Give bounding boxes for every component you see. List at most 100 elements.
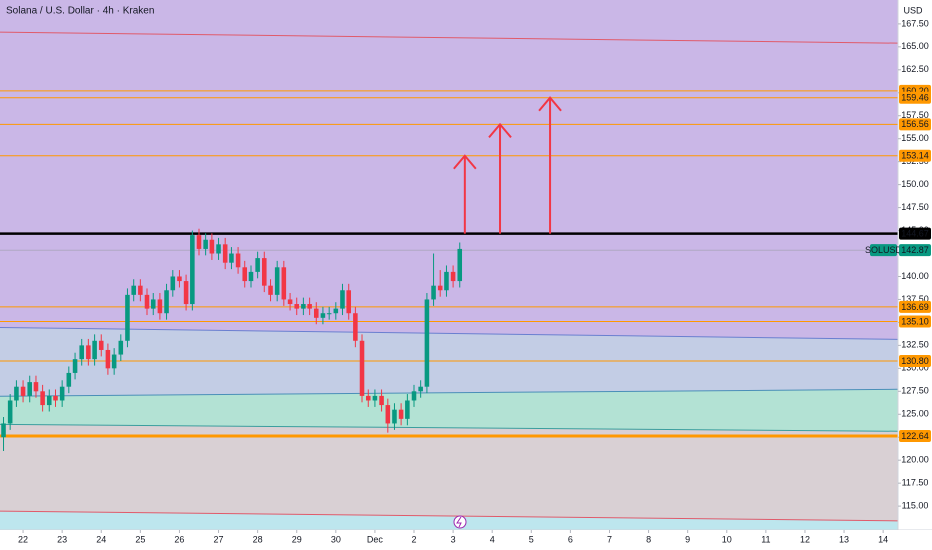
candle-body <box>255 258 260 272</box>
y-tick-label: 120.00 <box>901 455 929 465</box>
price-tag <box>899 315 931 328</box>
candle-body <box>40 391 45 406</box>
candle-body <box>457 248 463 282</box>
x-tick-label: 10 <box>722 534 732 544</box>
candle-body <box>53 395 58 401</box>
x-tick-label: 14 <box>878 534 888 544</box>
price-tag-label: 144.67 <box>901 228 929 238</box>
x-tick-label: 2 <box>412 534 417 544</box>
candle-body <box>59 386 65 401</box>
plot <box>0 0 899 530</box>
candle-body <box>320 313 326 318</box>
candle-body <box>118 340 124 355</box>
candle-body <box>268 285 273 295</box>
candle-body <box>150 299 156 309</box>
y-tick-label: 132.50 <box>901 340 929 350</box>
candle-body <box>33 382 39 392</box>
candle-body <box>1 423 6 438</box>
candle-body <box>392 409 397 424</box>
price-tag-label: 135.10 <box>901 316 929 326</box>
symbol-tag <box>870 244 897 257</box>
x-tick-label: 24 <box>96 534 106 544</box>
x-tick-label: 3 <box>451 534 456 544</box>
candle-body <box>7 400 13 424</box>
candle-body <box>66 372 72 387</box>
candle-body <box>411 391 417 401</box>
candle-body <box>164 290 169 314</box>
currency: USD <box>903 5 923 15</box>
candle-body <box>72 359 78 373</box>
x-tick-label: 29 <box>292 534 302 544</box>
y-tick-label: 117.50 <box>902 478 929 488</box>
candle-body <box>405 400 410 419</box>
candle-body <box>437 285 443 291</box>
x-tick-label: 12 <box>800 534 810 544</box>
arrow-head <box>453 154 477 170</box>
candle-body <box>261 258 267 286</box>
candle-body <box>313 308 319 318</box>
candle-body <box>170 276 176 291</box>
x-tick-label: 27 <box>214 534 224 544</box>
price-tag-label: 160.20 <box>901 86 929 96</box>
price-tag <box>899 354 931 367</box>
arrow-head <box>488 122 512 139</box>
price-tag-label: 122.64 <box>901 431 929 441</box>
x-tick-label: 5 <box>529 534 534 544</box>
candle-body <box>144 294 150 309</box>
candle-body <box>365 395 371 401</box>
price-tag <box>899 227 931 240</box>
price-tag <box>899 149 931 162</box>
y-tick-label: 147.50 <box>901 202 929 212</box>
price-tag <box>899 118 931 131</box>
last-price-tag <box>899 244 931 257</box>
y-tick-label: 137.50 <box>901 294 929 304</box>
candle-body <box>125 294 130 341</box>
y-tick-label: 127.50 <box>901 386 929 396</box>
candle-body <box>340 290 345 309</box>
candle-body <box>326 313 332 315</box>
x-tick-label: 13 <box>839 534 849 544</box>
candle-body <box>398 409 404 419</box>
x-tick-label: 7 <box>607 534 612 544</box>
chart-title: Solana / U.S. Dollar · 4h · Kraken <box>6 6 154 17</box>
zone <box>0 327 898 397</box>
candle-body <box>138 285 143 295</box>
y-tick-label: 155.00 <box>901 133 929 143</box>
candle-body <box>372 395 378 401</box>
candle-body <box>418 386 423 392</box>
x-tick-label: 11 <box>761 534 770 544</box>
y-tick-label: 125.00 <box>901 409 929 419</box>
x-tick-label: 30 <box>331 534 341 544</box>
x-tick-label: 23 <box>57 534 67 544</box>
y-tick-label: 165.00 <box>901 41 929 51</box>
candle-body <box>111 354 117 369</box>
price-tag <box>899 300 931 313</box>
y-tick-label: 167.50 <box>901 18 929 28</box>
candle-body <box>346 290 352 314</box>
trendline <box>0 31 899 44</box>
candle-body <box>444 271 449 291</box>
x-tick-label: 26 <box>174 534 184 544</box>
candle-body <box>157 299 163 314</box>
candle-body <box>379 395 384 406</box>
arrow-head <box>538 96 562 112</box>
trendline <box>0 326 899 340</box>
trendline <box>0 510 899 522</box>
x-tick-label: 8 <box>646 534 651 544</box>
candle-body <box>333 308 339 314</box>
candle-body <box>450 271 456 282</box>
price-tag <box>899 91 931 104</box>
x-axis-bg <box>0 530 932 550</box>
price-tag-label: 153.14 <box>901 151 929 161</box>
x-tick-label: 22 <box>18 534 28 544</box>
candle-body <box>92 340 97 360</box>
candle-body <box>20 386 26 396</box>
last-price-label: 142.87 <box>901 245 929 255</box>
candle-body <box>86 345 91 360</box>
y-tick-label: 115.00 <box>902 500 929 510</box>
price-tag-label: 156.56 <box>901 119 929 129</box>
candle-body <box>216 244 221 254</box>
candle-body <box>353 313 358 341</box>
price-tag-label: 159.46 <box>901 93 929 103</box>
